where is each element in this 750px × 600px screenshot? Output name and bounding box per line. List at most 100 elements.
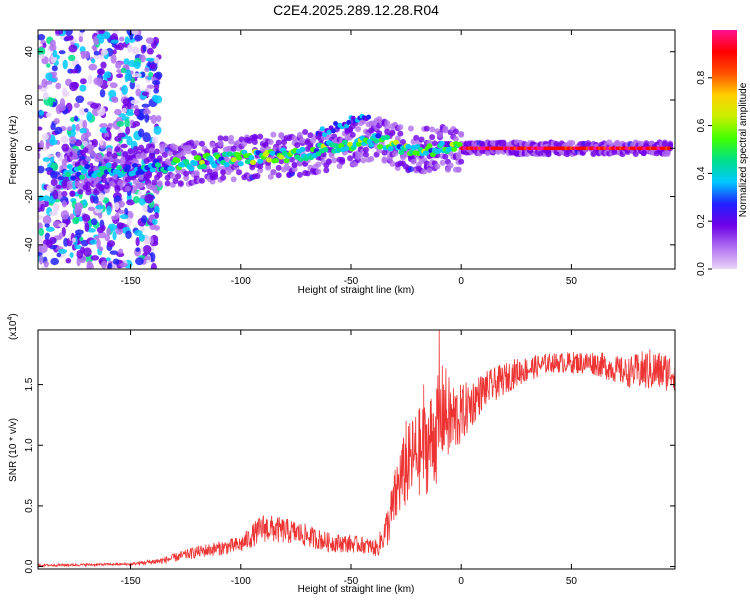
spectrogram-cell: [96, 33, 106, 40]
spectrogram-cell: [500, 140, 507, 147]
spectrogram-cell: [384, 124, 391, 131]
spectrogram-cell: [447, 162, 454, 169]
spectrogram-cell: [105, 162, 112, 168]
snr-x-tick-label: -100: [231, 576, 251, 587]
spectrogram-cell: [82, 147, 89, 154]
spectrogram-cell: [294, 142, 301, 149]
spectrogram-cell: [61, 143, 70, 152]
spectrogram-cell: [429, 126, 436, 133]
spectrogram-cell: [149, 167, 156, 173]
spectrogram-cell: [54, 30, 64, 35]
spectrogram-cell: [154, 205, 160, 215]
spectrogram-cell: [151, 136, 158, 144]
spectrogram-y-ticks: -40 -20 0 20 40: [24, 46, 675, 252]
spectrogram-cell: [68, 44, 78, 53]
spectrogram-y-tick-label: -20: [24, 189, 35, 204]
spectrogram-cell: [98, 192, 105, 202]
spectrogram-cell: [74, 244, 82, 250]
spectrogram-cell: [346, 119, 352, 125]
spectrogram-cell: [54, 126, 63, 135]
spectrogram-cell: [434, 163, 441, 170]
spectrogram-cell: [42, 195, 51, 202]
spectrogram-cell: [144, 194, 154, 204]
spectrogram-cell: [69, 213, 75, 220]
spectrogram-cell: [251, 133, 258, 140]
spectrogram-cell: [220, 174, 227, 181]
spectrogram-cell: [124, 164, 131, 170]
spectrogram-cell: [49, 139, 58, 146]
spectrogram-cell: [69, 136, 77, 145]
spectrogram-cell: [251, 139, 258, 146]
spectrogram-cell: [120, 67, 127, 74]
spectrogram-cell: [638, 140, 645, 147]
spectrogram-cell: [188, 166, 195, 172]
spectrogram-cell: [183, 174, 190, 181]
snr-x-tick-label: 50: [566, 576, 578, 587]
snr-x-ticks: -150 -100 -50 0 50: [121, 330, 578, 587]
spectrogram-cell: [191, 149, 198, 156]
spectrogram-cell: [79, 30, 86, 33]
snr-background: [38, 330, 675, 569]
spectrogram-cell: [131, 162, 138, 169]
spectrogram-cell: [458, 130, 465, 137]
spectrogram-cell: [99, 123, 108, 129]
spectrogram-cell: [236, 155, 243, 161]
spectrogram-cell: [124, 36, 130, 45]
spectrogram-cell: [69, 117, 75, 122]
spectrogram-cell: [38, 84, 43, 90]
spectrogram-cell: [83, 247, 92, 257]
spectrogram-cell: [38, 126, 43, 131]
spectrogram-cell: [151, 184, 158, 191]
spectrogram-cell: [64, 35, 74, 41]
spectrogram-cell: [222, 135, 229, 142]
spectrogram-cell: [569, 139, 576, 146]
snr-y-tick-label: 1.5: [24, 377, 35, 391]
spectrogram-cell: [58, 248, 68, 254]
colorbar: 0.0 0.2 0.4 0.6 0.8 Normalized spectral ampl…: [696, 30, 749, 276]
spectrogram-cell: [69, 190, 76, 197]
spectrogram-cell: [437, 131, 444, 138]
spectrogram-cell: [121, 107, 127, 114]
spectrogram-cell: [103, 71, 112, 79]
spectrogram-cell: [93, 50, 100, 56]
spectrogram-cell: [125, 126, 131, 135]
spectrogram-cell: [121, 84, 128, 95]
snr-panel: -150 -100 -50 0 50 0.0 0.5 1.0 1.5 Height of st…: [7, 313, 676, 595]
spectrogram-cell: [322, 147, 329, 153]
spectrogram-cell: [244, 159, 251, 165]
spectrogram-cell: [140, 71, 146, 78]
colorbar-tick-label: 0.8: [696, 70, 707, 84]
spectrogram-cell: [45, 112, 52, 118]
spectrogram-cell: [58, 50, 66, 55]
spectrogram-cell: [177, 180, 184, 187]
spectrogram-cell: [99, 127, 109, 134]
spectrogram-cell: [360, 157, 367, 164]
spectrogram-cell: [377, 144, 384, 150]
spectrogram-cell: [86, 111, 93, 122]
spectrogram-cell: [384, 134, 391, 140]
snr-y-tick-label: 0.5: [24, 499, 35, 513]
spectrogram-cell: [333, 143, 340, 149]
spectrogram-cell: [87, 74, 93, 85]
spectrogram-cell: [141, 91, 150, 96]
spectrogram-cell: [82, 140, 89, 147]
spectrogram-cell: [112, 231, 117, 241]
spectrogram-cell: [112, 258, 120, 265]
spectrogram-cell: [217, 135, 224, 142]
spectrogram-cell: [174, 157, 181, 164]
spectrogram-cell: [431, 140, 438, 147]
spectrogram-cell: [146, 47, 154, 55]
spectrogram-cell: [278, 154, 285, 160]
spectrogram-cell: [80, 246, 85, 254]
snr-x-tick-label: 0: [458, 576, 464, 587]
spectrogram-cell: [80, 51, 86, 60]
spectrogram-cell: [126, 72, 132, 81]
spectrogram-cell: [85, 155, 92, 162]
spectrogram-cell: [82, 119, 88, 130]
spectrogram-cell: [110, 54, 117, 64]
spectrogram-cell: [76, 257, 81, 267]
spectrogram-cell: [227, 151, 234, 157]
spectrogram-cell: [72, 153, 79, 160]
spectrogram-cell: [100, 224, 106, 231]
spectrogram-cell: [185, 148, 192, 155]
